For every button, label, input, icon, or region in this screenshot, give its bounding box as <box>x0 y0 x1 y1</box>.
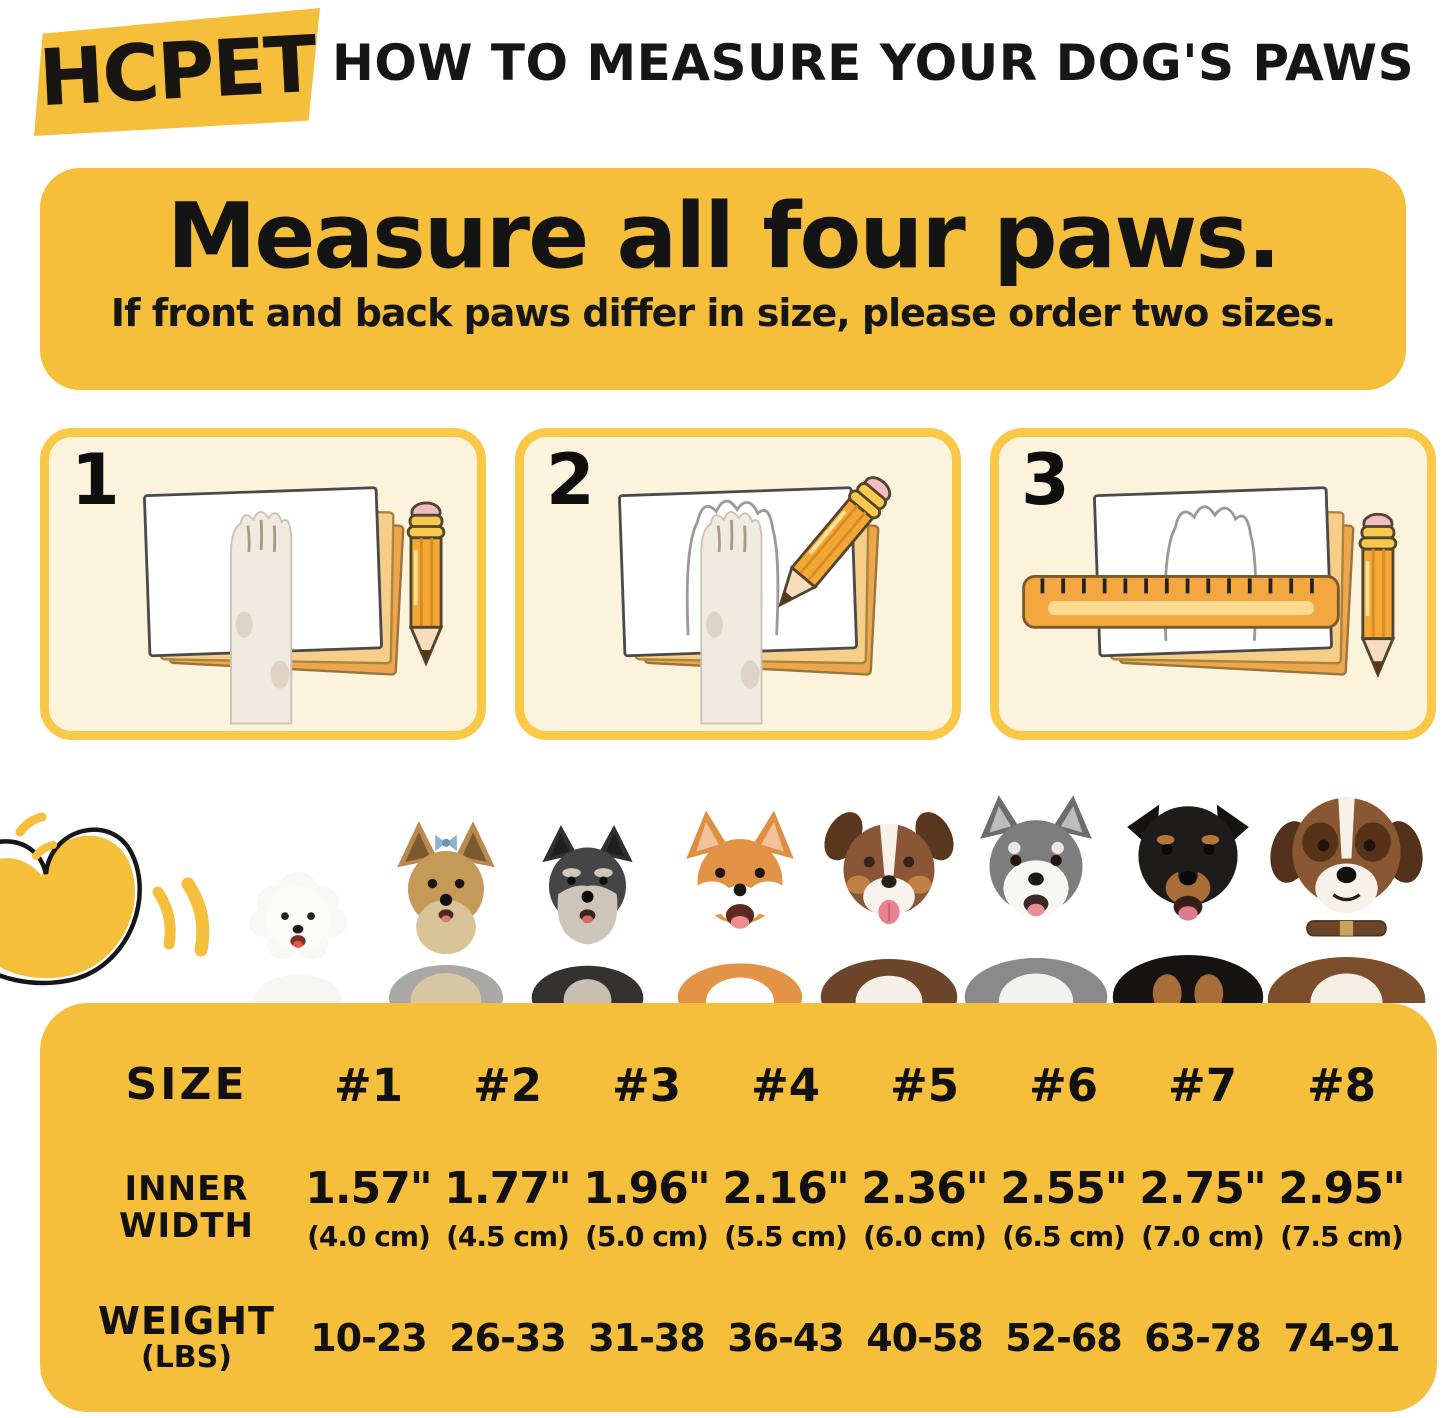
alaskan-malamute-dog-icon <box>964 795 1108 1003</box>
size-col-8: #8 <box>1306 1058 1377 1112</box>
yorkshire-terrier-dog-icon <box>389 821 503 1003</box>
brand-logo-text: HCPET <box>36 19 318 125</box>
ruler-icon <box>1022 575 1340 629</box>
row-label-inner-width: INNER WIDTH <box>119 1171 254 1244</box>
weight-col-3: 31-38 <box>588 1316 706 1360</box>
shiba-inu-dog-icon <box>677 810 803 1003</box>
rottweiler-dog-icon <box>1112 804 1264 1003</box>
size-col-3: #3 <box>611 1058 682 1112</box>
width-col-2: 1.77" (4.5 cm) <box>444 1163 571 1253</box>
weight-col-2: 26-33 <box>449 1316 567 1360</box>
weight-col-7: 63-78 <box>1144 1316 1262 1360</box>
width-col-4: 2.16" (5.5 cm) <box>722 1163 849 1253</box>
size-col-4: #4 <box>750 1058 821 1112</box>
brand-logo: HCPET <box>34 8 320 136</box>
row-label-weight: WEIGHT (LBS) <box>98 1301 275 1374</box>
width-col-5: 2.36" (6.0 cm) <box>861 1163 988 1253</box>
step-number-1: 1 <box>71 439 120 521</box>
size-col-6: #6 <box>1028 1058 1099 1112</box>
weight-col-5: 40-58 <box>866 1316 984 1360</box>
page-title: HOW TO MEASURE YOUR DOG'S PAWS <box>332 34 1415 92</box>
size-col-1: #1 <box>333 1058 404 1112</box>
step-number-2: 2 <box>546 439 595 521</box>
step-card-2: 2 <box>515 428 961 740</box>
weight-col-6: 52-68 <box>1005 1316 1123 1360</box>
size-col-2: #2 <box>472 1058 543 1112</box>
width-col-3: 1.96" (5.0 cm) <box>583 1163 710 1253</box>
step-number-3: 3 <box>1021 439 1070 521</box>
size-col-5: #5 <box>889 1058 960 1112</box>
size-table: SIZE #1 #2 #3 #4 #5 #6 #7 #8 INNER WIDTH… <box>40 1003 1437 1412</box>
steps-row: 1 2 3 <box>40 428 1440 742</box>
width-col-8: 2.95" (7.5 cm) <box>1278 1163 1405 1253</box>
weight-label-line2: (LBS) <box>140 1340 232 1376</box>
width-col-6: 2.55" (6.5 cm) <box>1000 1163 1127 1253</box>
step-card-1: 1 <box>40 428 486 740</box>
step-card-3: 3 <box>990 428 1436 740</box>
size-table-grid: SIZE #1 #2 #3 #4 #5 #6 #7 #8 INNER WIDTH… <box>40 1003 1437 1412</box>
weight-col-1: 10-23 <box>310 1316 428 1360</box>
inner-width-label-line2: WIDTH <box>118 1206 255 1246</box>
banner-headline: Measure all four paws. <box>166 184 1281 289</box>
width-col-7: 2.75" (7.0 cm) <box>1139 1163 1266 1253</box>
width-col-1: 1.57" (4.0 cm) <box>305 1163 432 1253</box>
miniature-schnauzer-dog-icon <box>531 824 644 1003</box>
banner-subline: If front and back paws differ in size, p… <box>110 290 1336 335</box>
weight-col-8: 74-91 <box>1283 1316 1401 1360</box>
size-col-7: #7 <box>1167 1058 1238 1112</box>
dog-lineup <box>0 768 1445 1003</box>
row-label-size: SIZE <box>125 1059 248 1111</box>
squiggle-icon <box>0 812 210 986</box>
inner-width-label-line1: INNER <box>124 1169 249 1210</box>
trace-paw-illustration <box>617 468 899 725</box>
weight-label-line1: WEIGHT <box>98 1299 275 1344</box>
australian-shepherd-dog-icon <box>820 812 958 1003</box>
saint-bernard-dog-icon <box>1267 797 1426 1003</box>
bichon-frise-dog-icon <box>249 871 347 1003</box>
ruler-measure-illustration <box>1022 486 1398 677</box>
measure-banner: Measure all four paws. If front and back… <box>40 168 1406 390</box>
weight-col-4: 36-43 <box>727 1316 845 1360</box>
